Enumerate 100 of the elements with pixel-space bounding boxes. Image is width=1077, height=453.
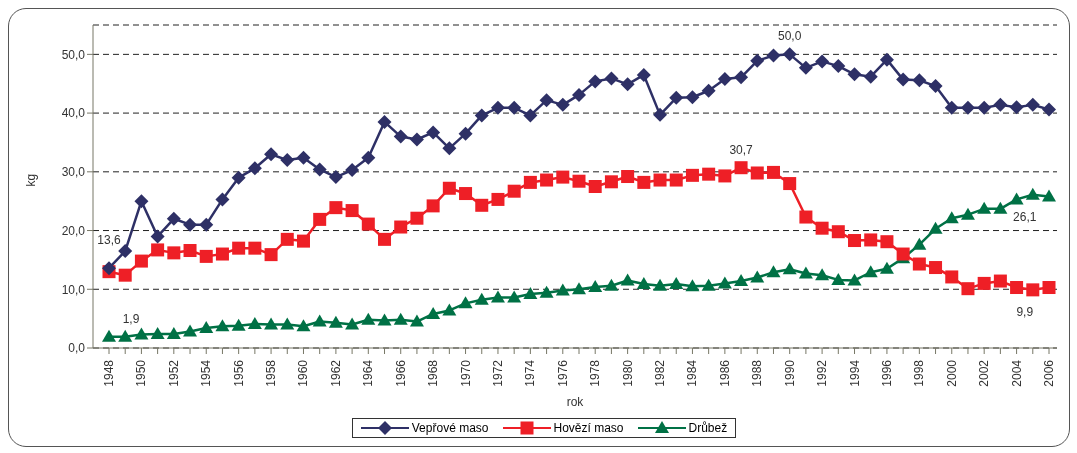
point: [831, 59, 846, 74]
point: [912, 257, 926, 271]
x-tick-label: 1960: [296, 359, 311, 387]
point: [102, 261, 116, 276]
point: [248, 241, 262, 255]
x-tick-label: 1972: [490, 359, 505, 387]
point: [442, 141, 457, 156]
point: [491, 192, 505, 206]
point: [280, 317, 295, 330]
point: [879, 52, 894, 67]
x-tick-label: 1956: [231, 359, 246, 387]
point: [442, 303, 457, 316]
point: [685, 279, 700, 292]
point: [151, 243, 165, 257]
point: [912, 73, 927, 88]
annotation: 50,0: [778, 29, 802, 44]
x-tick-label: 2004: [1009, 359, 1024, 387]
point: [102, 329, 116, 342]
point: [1026, 283, 1040, 297]
point: [669, 90, 684, 105]
point: [458, 296, 473, 309]
point: [150, 326, 165, 339]
point: [475, 198, 489, 212]
point: [555, 97, 570, 112]
point: [701, 83, 716, 98]
point: [393, 129, 408, 144]
point: [572, 174, 586, 188]
point: [588, 180, 602, 193]
point: [929, 261, 943, 275]
x-tick-label: 1968: [426, 359, 441, 387]
point: [167, 246, 181, 260]
x-tick-label: 1976: [555, 359, 570, 387]
point: [296, 234, 310, 248]
point: [588, 74, 603, 89]
point: [183, 324, 198, 337]
point: [620, 273, 635, 286]
point: [928, 221, 943, 234]
point: [847, 273, 862, 286]
point: [734, 274, 749, 287]
point: [636, 276, 651, 289]
point: [280, 153, 295, 168]
point: [572, 87, 586, 102]
point: [702, 167, 716, 181]
point: [977, 100, 992, 115]
point: [166, 326, 181, 339]
point: [426, 306, 441, 319]
point: [540, 173, 554, 187]
point: [863, 265, 878, 278]
point: [669, 276, 684, 289]
point: [523, 286, 538, 299]
point: [604, 278, 619, 291]
point: [328, 170, 343, 185]
point: [815, 268, 830, 281]
point: [134, 254, 148, 268]
x-tick-label: 1970: [458, 359, 473, 387]
point: [118, 268, 132, 282]
point: [539, 93, 554, 108]
annotation: 26,1: [1013, 209, 1037, 224]
legend-label: Hovězí maso: [552, 421, 624, 435]
point: [831, 225, 845, 239]
point: [378, 232, 392, 246]
point: [393, 312, 408, 325]
annotation: 9,9: [1016, 304, 1034, 319]
point: [523, 175, 537, 189]
point: [345, 204, 359, 218]
point: [199, 217, 214, 232]
point: [312, 162, 327, 177]
point: [993, 201, 1008, 214]
point: [166, 211, 181, 226]
point: [409, 132, 424, 147]
point: [879, 261, 894, 274]
x-tick-label: 1978: [588, 359, 603, 387]
point: [1042, 189, 1056, 202]
point: [1010, 281, 1024, 295]
point: [507, 290, 522, 303]
x-tick-label: 1962: [328, 359, 343, 387]
x-tick-label: 1984: [685, 359, 700, 387]
point: [637, 175, 651, 189]
point: [490, 290, 505, 303]
point: [944, 100, 959, 115]
point: [848, 234, 862, 248]
point: [734, 70, 749, 85]
point: [1042, 281, 1056, 295]
y-tick-label: 0,0: [68, 341, 86, 356]
point: [329, 201, 343, 215]
point: [717, 72, 732, 87]
point: [231, 170, 246, 185]
x-tick-label: 1950: [134, 359, 149, 387]
point: [604, 175, 618, 189]
point: [831, 272, 846, 285]
point: [928, 79, 943, 94]
point: [993, 274, 1007, 288]
x-tick-label: 1954: [199, 359, 214, 387]
y-tick-label: 40,0: [61, 106, 86, 121]
point: [231, 318, 246, 331]
point: [361, 150, 376, 165]
point: [750, 166, 764, 180]
point: [507, 100, 522, 115]
x-tick-label: 1980: [620, 359, 635, 387]
point: [134, 194, 149, 209]
